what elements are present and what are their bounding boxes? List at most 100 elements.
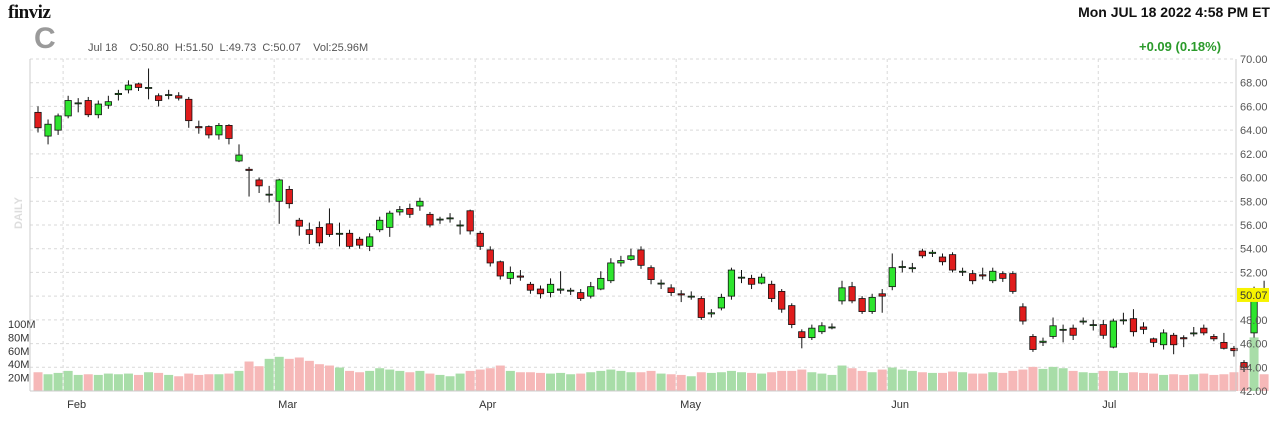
candle-body bbox=[989, 270, 997, 282]
volume-bar bbox=[1108, 370, 1118, 391]
candle-body bbox=[396, 209, 404, 213]
volume-bar bbox=[445, 376, 455, 391]
candle-body bbox=[124, 84, 133, 91]
candle-body bbox=[788, 305, 796, 325]
candle-body bbox=[506, 272, 514, 279]
candle-body bbox=[587, 286, 595, 297]
volume-tick-label: 20M bbox=[8, 373, 29, 385]
candle-body bbox=[1220, 341, 1228, 349]
volume-tick-label: 60M bbox=[8, 346, 29, 358]
candle-body bbox=[486, 249, 494, 264]
candle-body bbox=[205, 126, 213, 136]
volume-bar bbox=[174, 376, 184, 391]
volume-bar bbox=[596, 370, 606, 391]
volume-bar bbox=[304, 360, 314, 391]
volume-bar bbox=[1149, 373, 1159, 391]
volume-bar bbox=[777, 370, 787, 391]
candle-body bbox=[406, 207, 414, 215]
candle-body bbox=[376, 219, 384, 231]
volume-bar bbox=[73, 374, 83, 391]
volume-bar bbox=[274, 356, 284, 391]
volume-bar bbox=[747, 372, 757, 391]
candle-body bbox=[858, 298, 866, 312]
candle-body bbox=[165, 94, 173, 96]
finviz-logo[interactable]: finviz bbox=[8, 2, 51, 23]
volume-bar bbox=[1018, 369, 1028, 391]
volume-bar bbox=[244, 361, 254, 391]
volume-bar bbox=[475, 369, 485, 391]
volume-bar bbox=[345, 370, 355, 391]
candle-body bbox=[798, 331, 806, 339]
candle-body bbox=[928, 251, 937, 254]
price-change: +0.09 (0.18%) bbox=[1139, 39, 1222, 54]
candle-body bbox=[1139, 326, 1148, 330]
candle-body bbox=[667, 287, 675, 293]
candle-body bbox=[436, 218, 444, 221]
candle-body bbox=[426, 213, 434, 226]
volume-bar bbox=[485, 368, 495, 391]
candle-body bbox=[1019, 306, 1027, 322]
volume-bar bbox=[536, 372, 545, 391]
candle-body bbox=[768, 283, 776, 299]
candle-body bbox=[1210, 336, 1218, 340]
candle-body bbox=[778, 290, 786, 310]
candle-body bbox=[888, 267, 896, 288]
volume-bar bbox=[646, 370, 656, 391]
volume-bar bbox=[686, 376, 696, 391]
volume-bar bbox=[1249, 337, 1259, 391]
volume-bar bbox=[556, 372, 566, 391]
volume-bar bbox=[1209, 374, 1219, 391]
volume-bar bbox=[867, 372, 877, 391]
month-label: Mar bbox=[278, 399, 297, 411]
candle-body bbox=[1059, 328, 1067, 331]
price-tick-label: 48.00 bbox=[1240, 315, 1268, 327]
candle-body bbox=[1240, 362, 1248, 368]
ohlc-volume: Vol:25.96M bbox=[313, 42, 369, 54]
candle-body bbox=[476, 232, 484, 247]
last-price-marker bbox=[1237, 287, 1269, 302]
price-tick-label: 46.00 bbox=[1240, 339, 1268, 351]
candle-body bbox=[627, 255, 635, 260]
volume-bar bbox=[465, 370, 475, 391]
candle-body bbox=[727, 269, 736, 297]
volume-bar bbox=[837, 365, 847, 391]
volume-bar bbox=[1058, 368, 1068, 391]
volume-bar bbox=[716, 372, 726, 391]
candle-body bbox=[275, 179, 283, 202]
volume-bar bbox=[314, 364, 324, 391]
volume-bar bbox=[676, 374, 686, 391]
candle-body bbox=[1039, 340, 1047, 343]
candle-body bbox=[235, 154, 243, 162]
candle-body bbox=[868, 296, 876, 312]
month-label: Feb bbox=[67, 399, 86, 411]
volume-bar bbox=[335, 367, 344, 391]
ohlc-date: Jul 18 bbox=[88, 42, 118, 54]
month-label: Jun bbox=[891, 399, 909, 411]
candle-body bbox=[526, 283, 535, 291]
candle-body bbox=[969, 273, 977, 282]
candle-body bbox=[557, 288, 565, 291]
volume-bar bbox=[877, 369, 887, 391]
volume-bar bbox=[1159, 374, 1169, 391]
candle-body bbox=[878, 293, 886, 297]
candle-body bbox=[315, 226, 324, 244]
volume-bar bbox=[726, 370, 736, 391]
candle-body bbox=[466, 210, 474, 232]
volume-bars bbox=[33, 337, 1269, 391]
volume-bar bbox=[395, 370, 405, 391]
candle-body bbox=[195, 126, 203, 129]
candle-body bbox=[1069, 327, 1077, 336]
chart-grid bbox=[30, 58, 1236, 392]
candle-body bbox=[1119, 319, 1127, 322]
volume-bar bbox=[415, 370, 425, 391]
candle-body bbox=[285, 189, 293, 205]
candle-body bbox=[215, 125, 223, 136]
candle-body bbox=[938, 256, 947, 263]
candle-body bbox=[999, 273, 1007, 279]
candle-body bbox=[848, 286, 856, 302]
volume-bar bbox=[546, 373, 556, 391]
month-label: Apr bbox=[479, 399, 496, 411]
price-tick-label: 66.00 bbox=[1240, 101, 1268, 113]
candle-body bbox=[1079, 320, 1087, 323]
